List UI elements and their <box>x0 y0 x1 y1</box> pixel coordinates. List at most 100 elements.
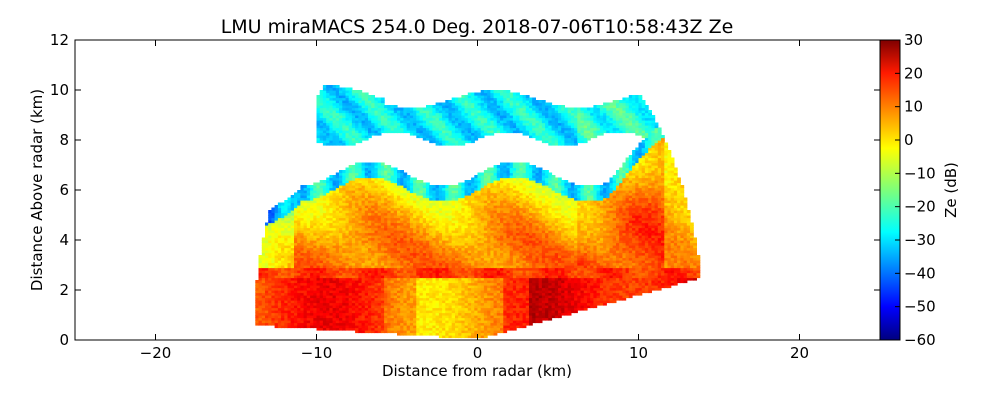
ze-pixel <box>339 197 343 201</box>
ze-pixel <box>332 130 337 134</box>
ze-pixel <box>277 272 282 276</box>
ze-pixel <box>258 272 263 276</box>
ze-pixel <box>316 100 321 104</box>
ze-pixel <box>326 230 330 234</box>
ze-pixel <box>313 297 318 301</box>
ze-pixel <box>458 300 462 304</box>
ze-pixel <box>294 237 298 241</box>
ze-pixel <box>313 200 318 204</box>
ze-pixel <box>377 195 382 199</box>
ze-pixel <box>377 202 382 206</box>
ze-pixel <box>458 127 462 131</box>
ze-pixel <box>326 97 330 101</box>
ze-pixel <box>380 302 385 306</box>
ze-pixel <box>442 187 446 191</box>
ze-pixel <box>300 197 305 201</box>
ze-pixel <box>380 122 385 126</box>
ze-pixel <box>416 272 421 276</box>
ze-pixel <box>274 220 279 224</box>
ze-pixel <box>387 210 392 214</box>
ze-pixel <box>351 272 356 276</box>
ze-pixel <box>326 320 330 324</box>
ze-pixel <box>471 242 475 246</box>
ze-pixel <box>422 330 427 334</box>
ze-pixel <box>358 270 363 274</box>
ze-pixel <box>351 240 356 244</box>
ze-pixel <box>332 240 337 244</box>
ze-pixel <box>377 247 382 251</box>
ze-pixel <box>326 310 330 314</box>
ze-pixel <box>332 97 337 101</box>
ze-pixel <box>429 205 433 209</box>
ze-pixel <box>390 282 395 286</box>
ze-pixel <box>448 295 453 299</box>
ze-pixel <box>303 325 308 329</box>
ze-pixel <box>348 87 353 91</box>
ze-pixel <box>474 192 479 196</box>
ze-pixel <box>435 105 440 109</box>
ze-pixel <box>319 305 324 309</box>
ze-pixel <box>387 240 392 244</box>
ze-pixel <box>432 275 437 279</box>
ze-pixel <box>287 285 292 289</box>
ze-pixel <box>406 202 411 206</box>
ze-pixel <box>326 317 330 321</box>
ze-pixel <box>442 202 446 206</box>
ze-pixel <box>319 265 324 269</box>
ze-pixel <box>451 102 456 106</box>
ze-pixel <box>348 205 353 209</box>
ze-pixel <box>416 227 421 231</box>
ze-pixel <box>290 255 295 259</box>
ze-pixel <box>429 192 433 196</box>
ze-pixel <box>377 127 382 131</box>
ze-pixel <box>261 282 266 286</box>
ze-pixel <box>390 112 395 116</box>
ze-pixel <box>442 240 446 244</box>
ze-pixel <box>351 265 356 269</box>
ze-pixel <box>445 135 450 139</box>
ze-pixel <box>448 327 453 331</box>
ze-pixel <box>339 227 343 231</box>
ze-pixel <box>371 130 375 134</box>
ze-pixel <box>284 260 289 264</box>
ze-pixel <box>458 117 462 121</box>
ze-pixel <box>294 290 298 294</box>
ze-pixel <box>429 212 433 216</box>
ze-pixel <box>471 185 475 189</box>
ze-pixel <box>380 175 385 179</box>
ze-pixel <box>345 270 350 274</box>
ze-pixel <box>287 252 292 256</box>
ze-pixel <box>297 257 301 261</box>
ze-pixel <box>339 110 343 114</box>
ze-pixel <box>368 112 372 116</box>
ze-pixel <box>406 247 411 251</box>
ze-pixel <box>419 205 424 209</box>
ze-pixel <box>429 110 433 114</box>
ze-pixel <box>467 115 472 119</box>
ze-pixel <box>322 205 327 209</box>
ze-pixel <box>390 320 395 324</box>
ze-pixel <box>297 295 301 299</box>
ze-pixel <box>413 305 417 309</box>
ze-pixel <box>316 300 321 304</box>
ze-pixel <box>306 247 311 251</box>
ze-pixel <box>451 247 456 251</box>
ze-pixel <box>426 227 430 231</box>
ze-pixel <box>342 177 347 181</box>
ze-pixel <box>326 185 330 189</box>
ze-pixel <box>390 197 395 201</box>
ze-pixel <box>306 277 311 281</box>
ze-pixel <box>416 207 421 211</box>
ze-pixel <box>438 207 443 211</box>
ze-pixel <box>461 197 466 201</box>
ze-pixel <box>306 267 311 271</box>
ze-pixel <box>368 135 372 139</box>
ze-pixel <box>448 297 453 301</box>
ze-pixel <box>451 330 456 334</box>
ze-pixel <box>416 200 421 204</box>
ze-pixel <box>329 280 334 284</box>
ze-pixel <box>335 177 340 181</box>
ze-pixel <box>426 327 430 331</box>
ze-pixel <box>329 175 334 179</box>
ze-pixel <box>332 177 337 181</box>
